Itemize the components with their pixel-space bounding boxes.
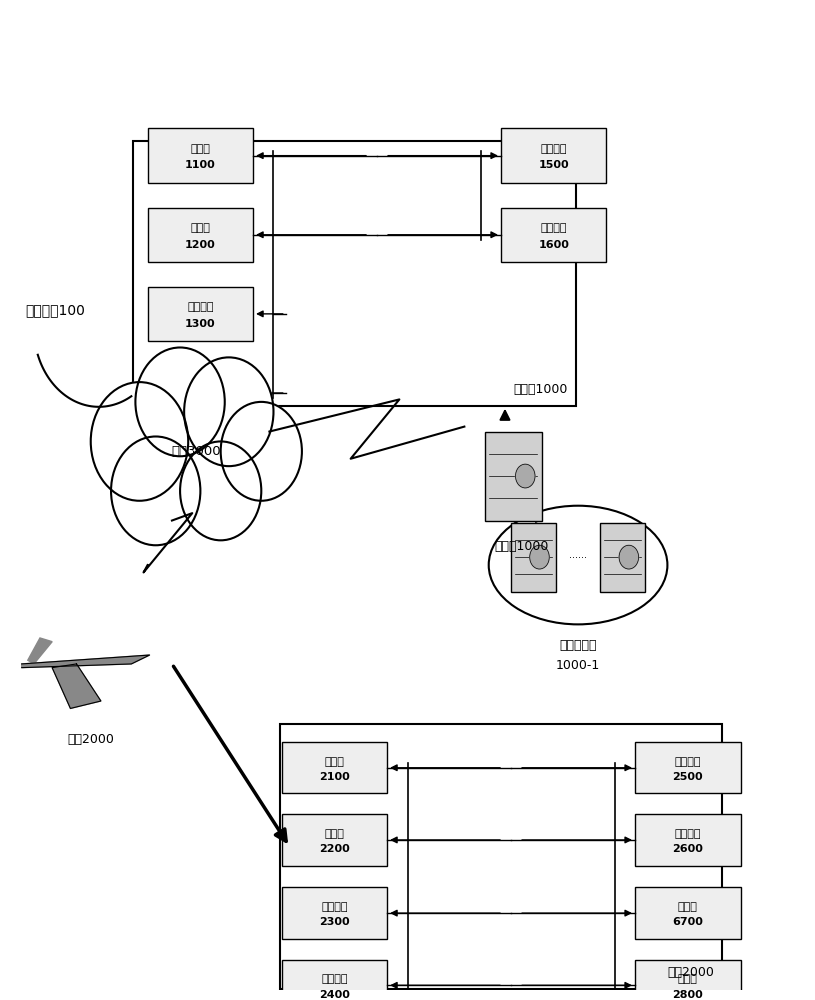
Circle shape: [90, 382, 188, 501]
Text: 扬声器: 扬声器: [678, 902, 698, 912]
Text: 通信装置: 通信装置: [321, 974, 348, 984]
Text: 服务器1000: 服务器1000: [513, 383, 568, 396]
Text: 2500: 2500: [672, 772, 703, 782]
FancyBboxPatch shape: [282, 960, 387, 1000]
Text: 2400: 2400: [319, 990, 350, 1000]
Text: 显示装置: 显示装置: [675, 757, 701, 767]
Circle shape: [530, 545, 549, 569]
Text: 网络3000: 网络3000: [171, 445, 221, 458]
Text: 飞机2000: 飞机2000: [667, 966, 714, 979]
FancyBboxPatch shape: [282, 814, 387, 866]
Polygon shape: [28, 638, 52, 664]
Text: 飞机2000: 飞机2000: [68, 733, 114, 746]
Circle shape: [516, 464, 535, 488]
Text: 传感器: 传感器: [678, 974, 698, 984]
Text: 接口装置: 接口装置: [321, 902, 348, 912]
Text: ......: ......: [569, 550, 587, 560]
Text: 2800: 2800: [672, 990, 703, 1000]
FancyBboxPatch shape: [148, 128, 253, 183]
FancyBboxPatch shape: [601, 523, 645, 592]
Text: 服务器群组: 服务器群组: [559, 639, 597, 652]
Text: 1000-1: 1000-1: [556, 659, 600, 672]
FancyBboxPatch shape: [635, 814, 741, 866]
Text: 服务器1000: 服务器1000: [494, 540, 548, 553]
FancyBboxPatch shape: [485, 432, 541, 521]
FancyBboxPatch shape: [635, 960, 741, 1000]
Text: 输入装置: 输入装置: [675, 829, 701, 839]
Text: 处理器: 处理器: [324, 757, 344, 767]
Text: 1100: 1100: [185, 160, 216, 170]
Text: 1500: 1500: [539, 160, 569, 170]
FancyBboxPatch shape: [635, 887, 741, 939]
FancyBboxPatch shape: [134, 141, 576, 406]
FancyBboxPatch shape: [635, 742, 741, 793]
Text: 存储器: 存储器: [191, 223, 210, 233]
FancyBboxPatch shape: [282, 742, 387, 793]
Circle shape: [180, 441, 262, 540]
Text: 2200: 2200: [319, 844, 350, 854]
Text: 输入装置: 输入装置: [540, 223, 567, 233]
FancyBboxPatch shape: [501, 208, 606, 262]
Ellipse shape: [489, 506, 667, 624]
Text: 存储器: 存储器: [324, 829, 344, 839]
Text: 通信装置: 通信装置: [187, 381, 214, 391]
FancyBboxPatch shape: [511, 523, 556, 592]
Text: 显示装置: 显示装置: [540, 144, 567, 154]
Text: 接口装置: 接口装置: [187, 302, 214, 312]
Text: 飞行系统100: 飞行系统100: [26, 303, 86, 317]
FancyBboxPatch shape: [148, 366, 253, 420]
FancyBboxPatch shape: [280, 724, 722, 989]
FancyBboxPatch shape: [148, 208, 253, 262]
Circle shape: [619, 545, 639, 569]
Text: 1400: 1400: [185, 398, 216, 408]
Circle shape: [135, 347, 225, 456]
Text: 1200: 1200: [185, 240, 216, 250]
Text: 6700: 6700: [672, 917, 703, 927]
Polygon shape: [22, 655, 150, 668]
Text: 2600: 2600: [672, 844, 703, 854]
Text: 1300: 1300: [185, 319, 216, 329]
Text: 处理器: 处理器: [191, 144, 210, 154]
Polygon shape: [52, 664, 101, 708]
FancyBboxPatch shape: [501, 128, 606, 183]
FancyBboxPatch shape: [282, 887, 387, 939]
Text: 1600: 1600: [538, 240, 569, 250]
FancyBboxPatch shape: [148, 287, 253, 341]
Text: 2100: 2100: [319, 772, 350, 782]
Circle shape: [111, 436, 200, 545]
Circle shape: [221, 402, 302, 501]
Text: 2300: 2300: [319, 917, 350, 927]
Circle shape: [184, 357, 274, 466]
